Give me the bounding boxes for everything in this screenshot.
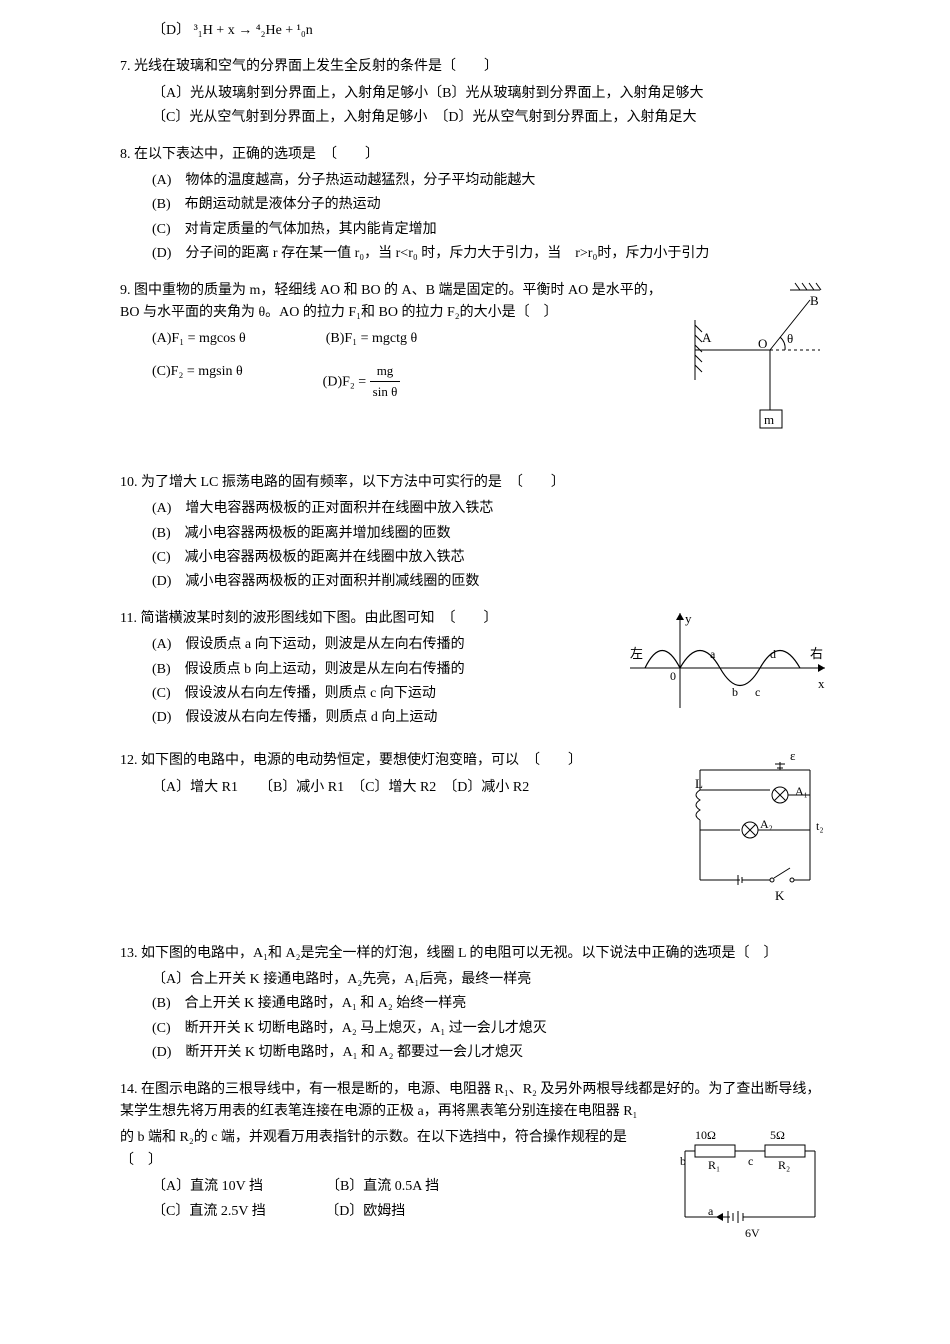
q12-circuit-figure: ε L A₁ t₂ A₂ — [680, 750, 830, 928]
svg-text:ε: ε — [790, 750, 796, 763]
q8-option-c: (C) 对肯定质量的气体加热，其内能肯定增加 — [152, 219, 830, 241]
svg-text:B: B — [810, 293, 819, 308]
svg-text:R₂: R₂ — [778, 1158, 790, 1172]
q13-options: 〔A〕合上开关 K 接通电路时，A₂先亮，A₁后亮，最终一样亮 (B) 合上开关… — [120, 969, 830, 1065]
q13-option-b: (B) 合上开关 K 接通电路时，A₁ 和 A₂ 始终一样亮 — [152, 993, 830, 1015]
q10-text: 10. 为了增大 LC 振荡电路的固有频率，以下方法中可实行的是 〔 〕 — [120, 472, 830, 494]
question-14: 14. 在图示电路的三根导线中，有一根是断的，电源、电阻器 R₁、R₂ 及另外两… — [120, 1079, 830, 1256]
svg-text:R₁: R₁ — [708, 1158, 720, 1172]
q9-formulas-1: (A)F₁ = mgcos θ (B)F₁ = mgctg θ — [120, 328, 680, 350]
q9-text: 9. 图中重物的质量为 m，轻细线 AO 和 BO 的 A、B 端是固定的。平衡… — [120, 280, 680, 325]
svg-text:x: x — [818, 676, 825, 691]
svg-text:L: L — [695, 776, 703, 791]
q14-option-cd: 〔C〕直流 2.5V 挡 〔D〕欧姆挡 — [152, 1201, 660, 1223]
q10-option-b: (B) 减小电容器两极板的距离并增加线圈的匝数 — [152, 523, 830, 545]
q11-option-a: (A) 假设质点 a 向下运动，则波是从左向右传播的 — [152, 634, 620, 656]
q13-option-c: (C) 断开开关 K 切断电路时，A₂ 马上熄灭，A₁ 过一会儿才熄灭 — [152, 1018, 830, 1040]
question-6d: 〔D〕 ³₁H + x → ⁴₂He + ¹₀n — [120, 20, 830, 42]
q11-option-b: (B) 假设质点 b 向上运动，则波是从左向右传播的 — [152, 659, 620, 681]
q12-inline: 〔A〕增大 R1 〔B〕减小 R1 〔C〕增大 R2 〔D〕减小 R2 — [152, 777, 670, 799]
svg-text:右: 右 — [810, 646, 823, 661]
q13-option-a: 〔A〕合上开关 K 接通电路时，A₂先亮，A₁后亮，最终一样亮 — [152, 969, 830, 991]
q13-text: 13. 如下图的电路中，A₁和 A₂是完全一样的灯泡，线圈 L 的电阻可以无视。… — [120, 943, 830, 965]
q10-options: (A) 增大电容器两极板的正对面积并在线圈中放入铁芯 (B) 减小电容器两极板的… — [120, 498, 830, 594]
q14-options: 〔A〕直流 10V 挡 〔B〕直流 0.5A 挡 〔C〕直流 2.5V 挡 〔D… — [120, 1176, 660, 1223]
q11-option-d: (D) 假设波从右向左传播，则质点 d 向上运动 — [152, 707, 620, 729]
question-7: 7. 光线在玻璃和空气的分界面上发生全反射的条件是〔 〕 〔A〕光从玻璃射到分界… — [120, 56, 830, 129]
q9-formula-d: (D)F₂ = mgsin θ — [323, 361, 401, 404]
q7-option-a: 〔A〕光从玻璃射到分界面上，入射角足够小〔B〕光从玻璃射到分界面上，入射角足够大 — [152, 83, 830, 105]
svg-text:6V: 6V — [745, 1226, 760, 1240]
question-10: 10. 为了增大 LC 振荡电路的固有频率，以下方法中可实行的是 〔 〕 (A)… — [120, 472, 830, 594]
svg-text:A₁: A₁ — [795, 784, 808, 798]
svg-text:m: m — [764, 412, 774, 427]
svg-text:c: c — [755, 685, 760, 699]
svg-text:t₂: t₂ — [816, 819, 824, 833]
question-9: 9. 图中重物的质量为 m，轻细线 AO 和 BO 的 A、B 端是固定的。平衡… — [120, 280, 830, 458]
q14-circuit-figure: 10Ω 5Ω b R₁ c R₂ a — [670, 1127, 830, 1255]
option-text: 〔D〕 ³₁H + x → ⁴₂He + ¹₀n — [152, 20, 830, 42]
q11-text: 11. 简谐横波某时刻的波形图线如下图。由此图可知 〔 〕 — [120, 608, 620, 630]
q9-formula-c: (C)F₂ = mgsin θ — [152, 361, 243, 404]
svg-text:A: A — [702, 330, 712, 345]
q7-text: 7. 光线在玻璃和空气的分界面上发生全反射的条件是〔 〕 — [120, 56, 830, 78]
svg-text:10Ω: 10Ω — [695, 1128, 716, 1142]
q10-option-a: (A) 增大电容器两极板的正对面积并在线圈中放入铁芯 — [152, 498, 830, 520]
svg-text:左: 左 — [630, 646, 643, 661]
q9-formula-b: (B)F₁ = mgctg θ — [326, 328, 417, 350]
q8-option-d: (D) 分子间的距离 r 存在某一值 r₀，当 r<r₀ 时，斥力大于引力，当 … — [152, 243, 830, 265]
question-11: 11. 简谐横波某时刻的波形图线如下图。由此图可知 〔 〕 (A) 假设质点 a… — [120, 608, 830, 736]
q13-option-d: (D) 断开开关 K 切断电路时，A₁ 和 A₂ 都要过一会儿才熄灭 — [152, 1042, 830, 1064]
q11-options: (A) 假设质点 a 向下运动，则波是从左向右传播的 (B) 假设质点 b 向上… — [120, 634, 620, 730]
svg-text:K: K — [775, 888, 785, 903]
q12-options: 〔A〕增大 R1 〔B〕减小 R1 〔C〕增大 R2 〔D〕减小 R2 — [120, 777, 670, 799]
question-8: 8. 在以下表达中，正确的选项是 〔 〕 (A) 物体的温度越高，分子热运动越猛… — [120, 144, 830, 266]
q9-figure: A B θ O m — [690, 280, 830, 458]
q10-option-d: (D) 减小电容器两极板的正对面积并削减线圈的匝数 — [152, 571, 830, 593]
q11-option-c: (C) 假设波从右向左传播，则质点 c 向下运动 — [152, 683, 620, 705]
q12-text: 12. 如下图的电路中，电源的电动势恒定，要想使灯泡变暗，可以 〔 〕 — [120, 750, 670, 772]
q14-option-ab: 〔A〕直流 10V 挡 〔B〕直流 0.5A 挡 — [152, 1176, 660, 1198]
svg-text:O: O — [758, 336, 767, 351]
svg-text:5Ω: 5Ω — [770, 1128, 785, 1142]
q8-option-a: (A) 物体的温度越高，分子热运动越猛烈，分子平均动能越大 — [152, 170, 830, 192]
svg-text:b: b — [732, 685, 738, 699]
svg-text:c: c — [748, 1154, 753, 1168]
question-12: 12. 如下图的电路中，电源的电动势恒定，要想使灯泡变暗，可以 〔 〕 〔A〕增… — [120, 750, 830, 928]
svg-text:y: y — [685, 611, 692, 626]
option-d-fragment: 〔D〕 ³₁H + x → ⁴₂He + ¹₀n — [120, 20, 830, 42]
q10-option-c: (C) 减小电容器两极板的距离并在线圈中放入铁芯 — [152, 547, 830, 569]
svg-text:d: d — [770, 647, 776, 661]
q9-formulas-2: (C)F₂ = mgsin θ (D)F₂ = mgsin θ — [120, 361, 680, 404]
q14-text: 14. 在图示电路的三根导线中，有一根是断的，电源、电阻器 R₁、R₂ 及另外两… — [120, 1079, 830, 1124]
svg-text:0: 0 — [670, 669, 676, 683]
q14-text2: 的 b 端和 R₂的 c 端，并观看万用表指针的示数。在以下选挡中，符合操作规程… — [120, 1127, 660, 1172]
q8-text: 8. 在以下表达中，正确的选项是 〔 〕 — [120, 144, 830, 166]
q7-options: 〔A〕光从玻璃射到分界面上，入射角足够小〔B〕光从玻璃射到分界面上，入射角足够大… — [120, 83, 830, 130]
svg-text:a: a — [710, 647, 716, 661]
svg-text:A₂: A₂ — [760, 817, 773, 831]
q8-option-b: (B) 布朗运动就是液体分子的热运动 — [152, 194, 830, 216]
svg-text:a: a — [708, 1204, 714, 1218]
question-13: 13. 如下图的电路中，A₁和 A₂是完全一样的灯泡，线圈 L 的电阻可以无视。… — [120, 943, 830, 1065]
q11-figure: y x 0 左 右 a b c d — [630, 608, 830, 736]
svg-text:θ: θ — [787, 331, 793, 346]
q8-options: (A) 物体的温度越高，分子热运动越猛烈，分子平均动能越大 (B) 布朗运动就是… — [120, 170, 830, 266]
q9-formula-a: (A)F₁ = mgcos θ — [152, 328, 246, 350]
q7-option-c: 〔C〕光从空气射到分界面上，入射角足够小 〔D〕光从空气射到分界面上，入射角足大 — [152, 107, 830, 129]
